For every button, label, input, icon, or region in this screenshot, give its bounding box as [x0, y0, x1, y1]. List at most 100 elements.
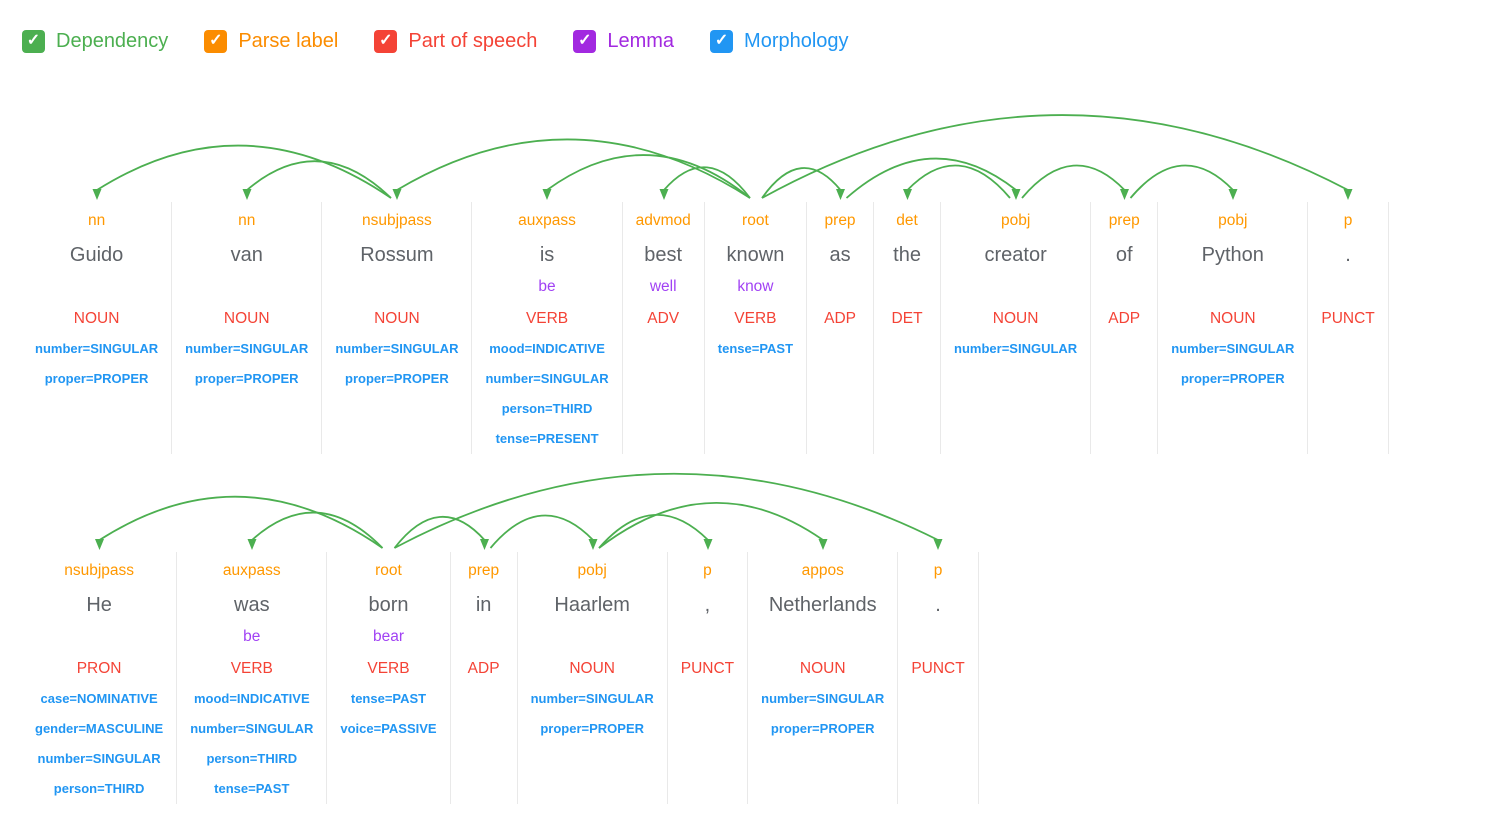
token-word: He — [86, 594, 112, 616]
legend-item-part-of-speech[interactable]: ✓ Part of speech — [374, 29, 537, 53]
token-word: best — [644, 244, 683, 266]
arc-arrowhead-icon — [392, 189, 402, 200]
token-column-best: advmod best well ADV — [623, 202, 705, 454]
parse-label: prep — [1108, 212, 1140, 229]
arc-arrowhead-icon — [542, 189, 552, 200]
token-column-: p. PUNCT — [1308, 202, 1389, 454]
token-morphology: mood=INDICATIVE number=SINGULAR person=THI… — [485, 334, 608, 454]
token-word: . — [935, 594, 941, 616]
token-column-: p, PUNCT — [668, 552, 749, 804]
token-word: Guido — [69, 244, 124, 266]
token-word: in — [475, 594, 492, 616]
arc-arrowhead-icon — [247, 539, 257, 550]
token-column-the: det the DET — [874, 202, 942, 454]
token-pos: VERB — [525, 310, 569, 327]
morphology-line: proper=PROPER — [1180, 371, 1285, 386]
legend-item-dependency[interactable]: ✓ Dependency — [22, 29, 168, 53]
token-column-in: prep in ADP — [451, 552, 518, 804]
morphology-line: number=SINGULAR — [530, 691, 654, 706]
token-word: Netherlands — [768, 594, 877, 616]
token-word: of — [1115, 244, 1133, 266]
dependency-arc-prep — [761, 167, 842, 199]
dependency-arc-nsubjpass — [99, 495, 384, 549]
arc-arrowhead-icon — [836, 189, 845, 200]
token-word: Python — [1201, 244, 1264, 266]
dependency-checkbox-icon[interactable]: ✓ — [22, 29, 45, 53]
legend-item-lemma[interactable]: ✓ Lemma — [573, 29, 675, 53]
token-column-Netherlands: appos Netherlands NOUN number=SINGULAR prope… — [748, 552, 899, 804]
morphology-line: number=SINGULAR — [35, 341, 159, 356]
morphology-line: proper=PROPER — [194, 371, 299, 386]
token-morphology — [464, 684, 504, 804]
token-pos: ADP — [824, 310, 856, 327]
dependency-arcs-svg — [95, 472, 943, 550]
token-morphology: mood=INDICATIVE number=SINGULAR person=THI… — [190, 684, 313, 804]
token-pos: NOUN — [374, 310, 420, 327]
morphology-line: proper=PROPER — [345, 371, 449, 386]
token-morphology: case=NOMINATIVE gender=MASCULINE number=SI… — [35, 684, 163, 804]
arc-arrowhead-icon — [92, 189, 102, 200]
morphology-line: person=THIRD — [206, 751, 298, 766]
dependency-arc-nn — [246, 160, 392, 199]
morphology-line: proper=PROPER — [770, 721, 875, 736]
token-morphology: number=SINGULAR proper=PROPER — [335, 334, 458, 454]
parse-label: pobj — [577, 562, 607, 579]
token-lemma — [464, 624, 504, 654]
morphology-line: number=SINGULAR — [954, 341, 1078, 356]
legend-item-morphology[interactable]: ✓ Morphology — [710, 29, 849, 53]
parse-label: p — [1343, 212, 1353, 229]
morphology-line: person=THIRD — [53, 781, 145, 796]
token-morphology — [1321, 334, 1374, 454]
morphology-line: number=SINGULAR — [37, 751, 161, 766]
parse-label: nsubjpass — [64, 562, 134, 579]
legend-label-parse-label: Parse label — [238, 29, 339, 52]
token-pos: DET — [891, 310, 923, 327]
token-lemma — [911, 624, 964, 654]
arc-arrowhead-icon — [933, 539, 943, 550]
parse-label: nn — [238, 212, 256, 229]
morphology-line: gender=MASCULINE — [35, 721, 164, 736]
morphology-line: mood=INDICATIVE — [193, 691, 310, 706]
token-pos: NOUN — [1209, 310, 1256, 327]
token-pos: VERB — [230, 660, 273, 677]
lemma-checkbox-icon[interactable]: ✓ — [573, 29, 597, 53]
legend-item-parse-label[interactable]: ✓ Parse label — [204, 29, 339, 53]
arc-arrowhead-icon — [1011, 189, 1021, 200]
parse-label-checkbox-icon[interactable]: ✓ — [204, 29, 228, 53]
parse-label: p — [703, 562, 712, 579]
token-lemma: know — [737, 278, 774, 295]
dependency-arc-p — [598, 514, 709, 549]
token-morphology: number=SINGULAR proper=PROPER — [35, 334, 158, 454]
arc-arrowhead-icon — [703, 539, 713, 550]
morphology-line: number=SINGULAR — [185, 341, 309, 356]
arc-arrowhead-icon — [1228, 189, 1238, 200]
token-lemma — [1104, 274, 1144, 304]
morphology-line: number=SINGULAR — [485, 371, 609, 386]
token-word: was — [234, 594, 270, 616]
token-lemma — [335, 274, 458, 304]
arc-arrowhead-icon — [480, 539, 489, 550]
parse-tree-sentence-1: nn Guido NOUN number=SINGULAR proper=PROPER n… — [22, 92, 1490, 454]
morphology-checkbox-icon[interactable]: ✓ — [710, 29, 734, 53]
dependency-arc-p — [761, 114, 1349, 199]
token-morphology: number=SINGULAR — [954, 334, 1077, 454]
token-morphology: tense=PAST voice=PASSIVE — [340, 684, 436, 804]
token-column-was: auxpass was be VERB mood=INDICATIVE number=SI… — [177, 552, 328, 804]
dependency-arc-pobj — [845, 157, 1017, 199]
arc-arrowhead-icon — [588, 539, 598, 550]
legend-label-lemma: Lemma — [607, 29, 675, 52]
token-pos: ADV — [647, 310, 680, 327]
morphology-line: case=NOMINATIVE — [40, 691, 158, 706]
parse-label: nsubjpass — [361, 212, 432, 229]
arc-arrowhead-icon — [95, 539, 104, 550]
token-column-Python: pobj Python NOUN number=SINGULAR proper=PROP… — [1158, 202, 1309, 454]
morphology-line: tense=PAST — [214, 781, 290, 796]
token-column-van: nn van NOUN number=SINGULAR proper=PROPER — [172, 202, 323, 454]
arc-arrowhead-icon — [659, 189, 669, 200]
parse-label: pobj — [1218, 212, 1248, 229]
part-of-speech-checkbox-icon[interactable]: ✓ — [374, 29, 398, 53]
arc-arrowhead-icon — [818, 539, 828, 550]
dependency-arc-advmod — [663, 166, 751, 199]
token-morphology — [820, 334, 860, 454]
token-lemma — [185, 274, 308, 304]
